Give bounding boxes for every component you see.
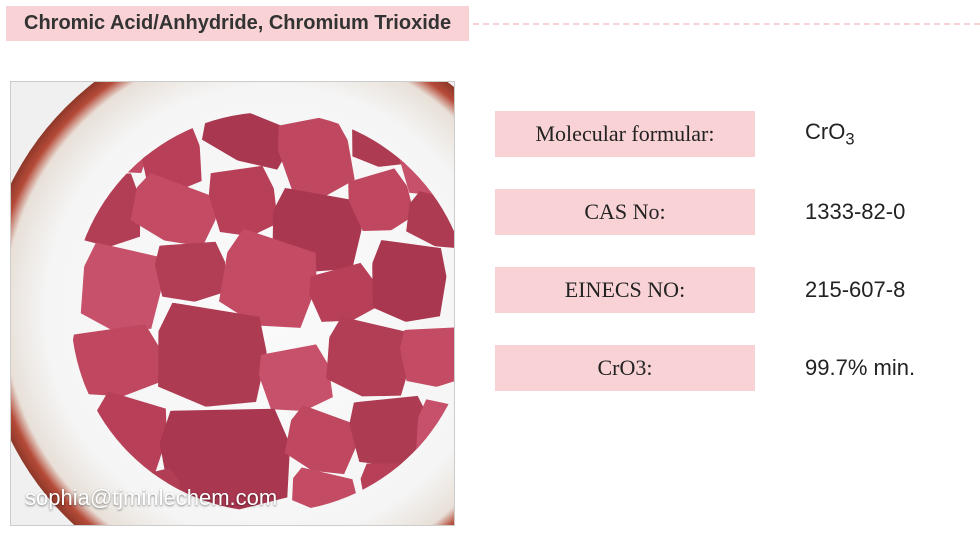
header-dashed-line [473,23,980,25]
property-label-molecular: Molecular formular: [495,111,755,157]
property-value-einecs: 215-607-8 [805,277,905,303]
property-row: EINECS NO: 215-607-8 [495,267,966,313]
content-area: sophia@tjminlechem.com Molecular formula… [0,41,980,526]
flake-container [71,112,455,512]
header-row: Chromic Acid/Anhydride, Chromium Trioxid… [0,0,980,41]
property-label-cas: CAS No: [495,189,755,235]
property-label-einecs: EINECS NO: [495,267,755,313]
property-row: CrO3: 99.7% min. [495,345,966,391]
page-title: Chromic Acid/Anhydride, Chromium Trioxid… [6,6,469,41]
property-value-molecular: CrO3 [805,119,855,149]
property-value-cas: 1333-82-0 [805,199,905,225]
image-watermark: sophia@tjminlechem.com [25,485,277,511]
properties-list: Molecular formular: CrO3 CAS No: 1333-82… [495,81,970,526]
property-row: CAS No: 1333-82-0 [495,189,966,235]
property-value-purity: 99.7% min. [805,355,915,381]
product-image: sophia@tjminlechem.com [10,81,455,526]
property-row: Molecular formular: CrO3 [495,111,966,157]
property-label-purity: CrO3: [495,345,755,391]
